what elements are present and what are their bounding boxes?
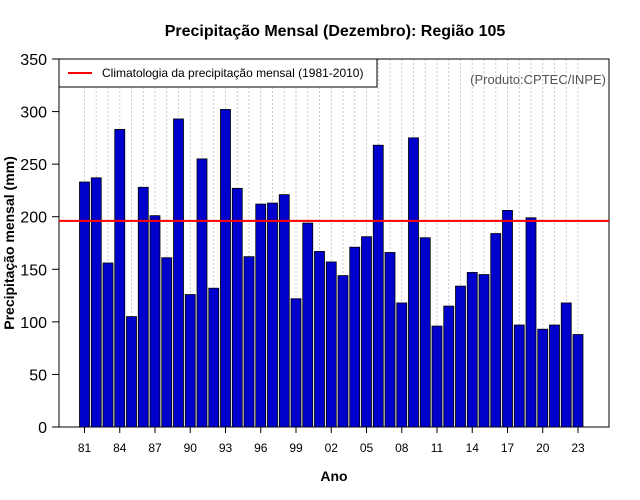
bar-2002 bbox=[325, 261, 337, 428]
bar-2006 bbox=[372, 144, 384, 428]
y-tick-label: 250 bbox=[20, 157, 47, 174]
bar-1983 bbox=[102, 262, 114, 428]
x-tick-label: 02 bbox=[325, 441, 339, 455]
bar-1991 bbox=[196, 158, 208, 428]
bar-1997 bbox=[267, 202, 278, 428]
bar-2008 bbox=[396, 302, 408, 428]
x-tick-label: 23 bbox=[571, 441, 585, 455]
chart-title: Precipitação Mensal (Dezembro): Região 1… bbox=[165, 23, 506, 40]
y-tick-label: 350 bbox=[20, 52, 47, 69]
bar-2005 bbox=[361, 236, 372, 428]
bar-2000 bbox=[302, 222, 314, 428]
x-tick-label: 14 bbox=[466, 441, 480, 455]
bar-1992 bbox=[208, 287, 220, 428]
bar-2001 bbox=[314, 251, 325, 428]
y-tick-label: 150 bbox=[20, 262, 47, 279]
x-tick-label: 08 bbox=[395, 441, 409, 455]
credit-text: (Produto:CPTEC/INPE) bbox=[470, 72, 606, 87]
y-axis: 0 50 100 150 200 250 300 350 bbox=[20, 52, 59, 437]
legend: Climatologia da precipitação mensal (198… bbox=[58, 58, 378, 88]
bar-1995 bbox=[243, 256, 255, 428]
bar-1993 bbox=[220, 109, 231, 428]
bar-2011 bbox=[431, 325, 443, 428]
x-tick-label: 81 bbox=[78, 441, 92, 455]
bar-2004 bbox=[349, 246, 361, 428]
x-axis: 81 84 87 90 93 96 99 02 05 08 11 14 17 20 23 bbox=[78, 427, 585, 455]
bar-2013 bbox=[455, 285, 466, 428]
bar-1985 bbox=[126, 316, 137, 428]
x-tick-label: 20 bbox=[536, 441, 550, 455]
bar-2020 bbox=[537, 328, 549, 428]
bar-2019 bbox=[525, 217, 537, 428]
y-tick-label: 300 bbox=[20, 105, 47, 122]
bar-2023 bbox=[572, 334, 584, 428]
bar-1990 bbox=[184, 294, 196, 428]
x-tick-label: 93 bbox=[219, 441, 233, 455]
x-tick-label: 99 bbox=[289, 441, 303, 455]
bars bbox=[79, 109, 584, 428]
x-tick-label: 84 bbox=[113, 441, 127, 455]
bar-1989 bbox=[173, 118, 184, 428]
bar-1999 bbox=[290, 298, 302, 428]
bar-1996 bbox=[255, 203, 267, 428]
bar-2022 bbox=[560, 302, 572, 428]
x-tick-label: 87 bbox=[148, 441, 162, 455]
bar-1981 bbox=[79, 181, 90, 428]
bar-2021 bbox=[549, 324, 560, 428]
x-tick-label: 11 bbox=[431, 441, 444, 455]
x-tick-label: 90 bbox=[184, 441, 198, 455]
bar-2010 bbox=[419, 237, 431, 428]
bar-1988 bbox=[161, 257, 173, 428]
bar-2003 bbox=[337, 275, 349, 428]
bar-1986 bbox=[137, 186, 149, 428]
bar-1998 bbox=[278, 194, 290, 428]
bar-2014 bbox=[466, 272, 478, 428]
bar-2009 bbox=[408, 137, 419, 428]
bar-2017 bbox=[502, 210, 513, 428]
bar-2018 bbox=[513, 324, 525, 428]
y-tick-label: 50 bbox=[29, 367, 47, 384]
legend-box bbox=[58, 58, 378, 88]
bar-1987 bbox=[149, 215, 161, 428]
y-axis-label: Precipitação mensal (mm) bbox=[1, 156, 17, 330]
x-tick-label: 17 bbox=[501, 441, 515, 455]
bar-1982 bbox=[90, 177, 102, 428]
bar-1994 bbox=[231, 187, 243, 428]
y-tick-label: 200 bbox=[20, 210, 47, 227]
x-axis-label: Ano bbox=[320, 468, 347, 484]
y-tick-label: 0 bbox=[38, 420, 47, 437]
legend-label: Climatologia da precipitação mensal (198… bbox=[102, 66, 363, 80]
bar-2015 bbox=[478, 274, 490, 428]
x-tick-label: 96 bbox=[254, 441, 268, 455]
y-tick-label: 100 bbox=[20, 315, 47, 332]
bar-2007 bbox=[384, 252, 396, 428]
bar-2016 bbox=[490, 233, 502, 428]
bar-2012 bbox=[443, 305, 455, 428]
x-tick-label: 05 bbox=[360, 441, 374, 455]
bar-1984 bbox=[114, 129, 126, 428]
